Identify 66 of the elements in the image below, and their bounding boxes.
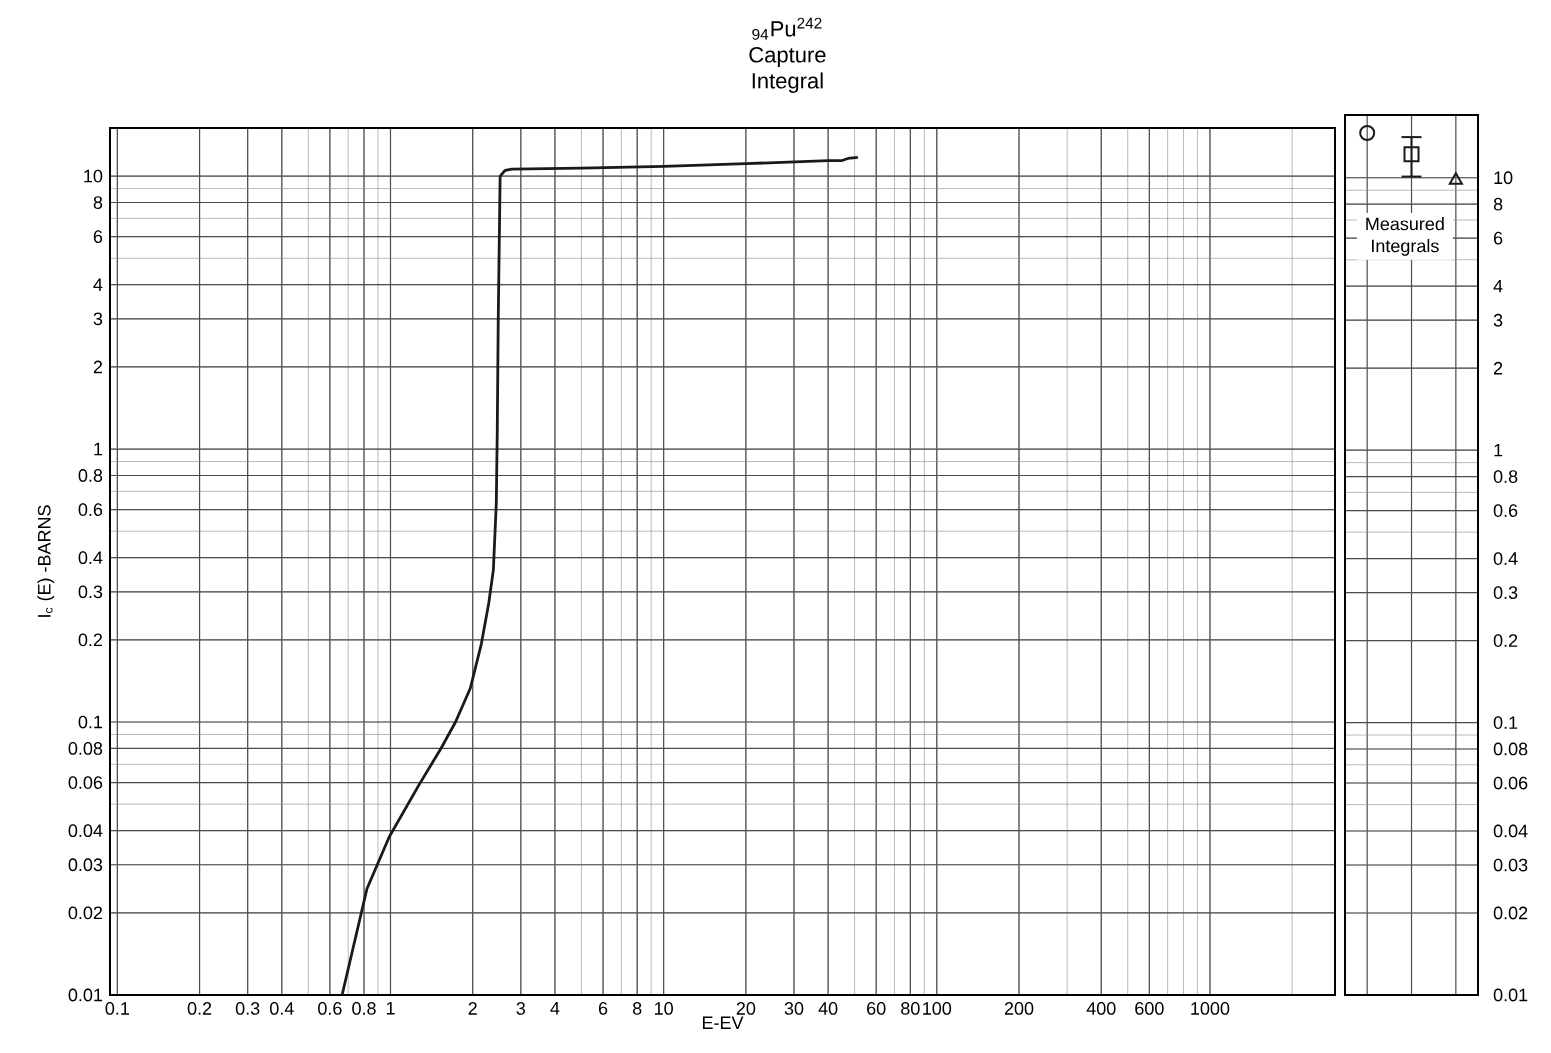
y-tick-label: 6 xyxy=(1493,231,1503,245)
y-tick-label: 0.02 xyxy=(1493,906,1528,920)
y-tick-label: 0.06 xyxy=(68,776,103,789)
x-tick-label: 30 xyxy=(784,1002,804,1015)
x-tick-label: 2 xyxy=(468,1002,477,1015)
y-tick-label: 0.6 xyxy=(78,503,103,516)
y-tick-label: 0.4 xyxy=(1493,552,1518,565)
x-tick-label: 60 xyxy=(867,1002,886,1015)
y-tick-label: 0.1 xyxy=(78,715,103,729)
y-tick-label: 3 xyxy=(93,312,103,326)
x-tick-label: 100 xyxy=(923,1002,952,1015)
x-tick-label: 10 xyxy=(655,1002,673,1015)
y-tick-label: 0.04 xyxy=(68,824,103,838)
y-tick-label: 4 xyxy=(1493,279,1503,293)
x-tick-label: 0.1 xyxy=(105,1002,129,1015)
x-tick-label: 4 xyxy=(550,1002,560,1015)
y-tick-label: 6 xyxy=(93,230,103,244)
y-tick-label: 0.4 xyxy=(78,551,103,565)
y-tick-label: 0.1 xyxy=(1493,716,1518,729)
y-tick-label: 0.2 xyxy=(1493,634,1518,647)
x-tick-label: 3 xyxy=(516,1002,526,1015)
y-tick-label: 0.03 xyxy=(68,858,103,872)
y-tick-label: 0.06 xyxy=(1493,776,1528,790)
y-tick-label: 10 xyxy=(84,169,103,183)
x-tick-label: 1 xyxy=(386,1002,395,1015)
y-tick-label: 2 xyxy=(1493,361,1503,375)
y-tick-label: 1 xyxy=(1494,443,1503,457)
y-tick-label: 0.01 xyxy=(68,988,103,1002)
chart-subtitle: Capture Integral xyxy=(749,47,826,93)
y-axis-title: I$_{c}$ (E) -BARNS xyxy=(37,505,55,617)
y-tick-label: 0.04 xyxy=(1493,824,1528,838)
x-tick-label: 0.8 xyxy=(352,1002,376,1015)
y-tick-label: 0.3 xyxy=(1493,586,1518,599)
y-tick-label: 10 xyxy=(1494,171,1513,185)
x-axis-title: E-EV xyxy=(702,1016,744,1029)
y-tick-label: 0.3 xyxy=(78,585,103,599)
chart-title: $_{94}$Pu$^{242}$ xyxy=(752,17,822,40)
x-tick-label: 600 xyxy=(1135,1002,1164,1015)
x-tick-label: 6 xyxy=(598,1002,608,1015)
x-tick-label: 0.4 xyxy=(269,1002,294,1015)
y-tick-label: 0.08 xyxy=(68,742,103,755)
x-tick-label: 40 xyxy=(818,1002,838,1015)
y-tick-label: 0.01 xyxy=(1493,988,1528,1002)
x-tick-label: 80 xyxy=(901,1002,920,1015)
x-tick-label: 1000 xyxy=(1191,1002,1230,1015)
y-tick-label: 1 xyxy=(94,442,103,456)
x-tick-label: 8 xyxy=(632,1002,642,1015)
annotation: Measured Integrals xyxy=(1366,217,1444,256)
y-tick-label: 3 xyxy=(1493,313,1503,327)
x-tick-label: 0.6 xyxy=(318,1002,342,1015)
y-tick-label: 4 xyxy=(93,278,103,291)
x-tick-label: 0.3 xyxy=(235,1002,260,1015)
y-tick-label: 0.8 xyxy=(78,469,103,482)
y-tick-label: 0.03 xyxy=(1493,858,1528,872)
y-tick-label: 8 xyxy=(93,196,103,209)
y-tick-label: 0.08 xyxy=(1493,742,1528,756)
y-tick-label: 8 xyxy=(1493,197,1503,211)
y-tick-label: 0.8 xyxy=(1493,470,1518,483)
x-tick-label: 0.2 xyxy=(187,1002,212,1015)
y-tick-label: 0.2 xyxy=(78,633,103,647)
y-tick-label: 0.02 xyxy=(68,906,103,920)
x-tick-label: 400 xyxy=(1086,1002,1116,1015)
x-tick-label: 20 xyxy=(736,1002,756,1015)
x-tick-label: 200 xyxy=(1004,1002,1034,1015)
y-tick-label: 0.6 xyxy=(1493,504,1518,517)
y-tick-label: 2 xyxy=(93,360,103,374)
